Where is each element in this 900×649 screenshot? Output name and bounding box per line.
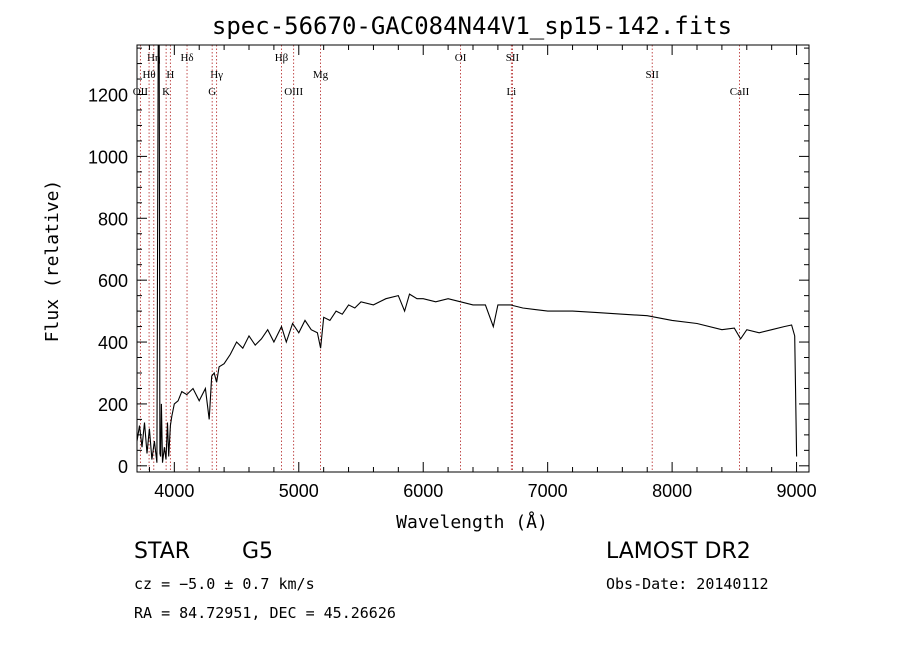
marker-label: Mg xyxy=(313,69,329,81)
marker-label: OII xyxy=(133,86,149,98)
marker-label: K xyxy=(162,86,170,98)
y-axis-label: Flux (relative) xyxy=(42,180,63,343)
marker-label: Hδ xyxy=(180,52,193,64)
object-subclass: G5 xyxy=(242,539,274,564)
obs-date: Obs-Date: 20140112 xyxy=(606,575,769,593)
chart-title: spec-56670-GAC084N44V1_sp15-142.fits xyxy=(212,12,732,40)
marker-label: Hη xyxy=(147,52,161,64)
marker-label: Hγ xyxy=(210,69,223,81)
y-tick-label: 400 xyxy=(98,333,128,353)
marker-label: SII xyxy=(645,69,659,81)
y-tick-label: 1000 xyxy=(88,147,128,167)
coordinates: RA = 84.72951, DEC = 45.26626 xyxy=(134,604,396,622)
plot-frame xyxy=(136,44,810,473)
marker-label: Hβ xyxy=(275,52,289,64)
object-class: STAR xyxy=(134,539,191,564)
marker-label: Hθ xyxy=(142,69,155,81)
marker-label: OIII xyxy=(284,86,303,98)
marker-label: H xyxy=(166,69,174,81)
marker-label: Li xyxy=(506,86,516,98)
marker-label: OI xyxy=(455,52,467,64)
redshift-text: cz = −5.0 ± 0.7 km/s xyxy=(134,575,315,593)
x-axis-label: Wavelength (Å) xyxy=(396,511,548,533)
survey-name: LAMOST DR2 xyxy=(606,539,751,564)
axis-ticks: 4000 5000 6000 7000 8000 9000 0 200 400 600 800 100… xyxy=(88,45,817,501)
x-tick-label: 6000 xyxy=(403,481,443,501)
y-tick-label: 600 xyxy=(98,271,128,291)
x-tick-label: 5000 xyxy=(279,481,319,501)
y-tick-label: 800 xyxy=(98,209,128,229)
x-tick-label: 7000 xyxy=(528,481,568,501)
marker-label: CaII xyxy=(730,86,750,98)
x-tick-label: 8000 xyxy=(652,481,692,501)
y-tick-label: 1200 xyxy=(88,86,128,106)
marker-label: SII xyxy=(506,52,520,64)
x-tick-label: 4000 xyxy=(154,481,194,501)
x-tick-label: 9000 xyxy=(777,481,817,501)
line-marker-group: Hη Hθ OII HK Hδ Hγ G Hβ OIII Mg OI SII Li SII CaII xyxy=(133,45,750,472)
marker-label: G xyxy=(208,86,216,98)
y-tick-label: 200 xyxy=(98,395,128,415)
spectrum-line xyxy=(136,44,798,463)
y-tick-label: 0 xyxy=(118,457,128,477)
